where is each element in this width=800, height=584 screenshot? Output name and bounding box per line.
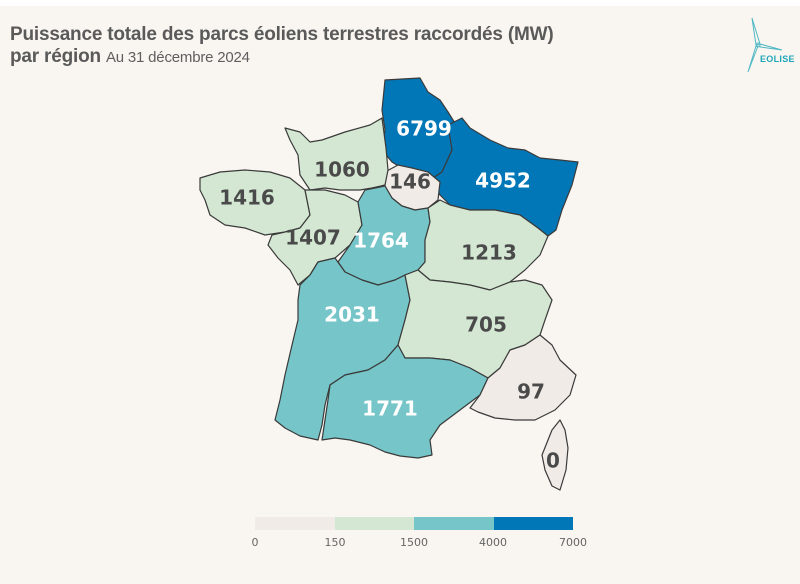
label-bourgogne-franche-comte: 1213 — [461, 241, 517, 265]
label-nouvelle-aquitaine: 2031 — [324, 303, 380, 327]
label-centre-val-de-loire: 1764 — [353, 229, 409, 253]
legend-swatch-150-1500 — [334, 517, 414, 530]
legend-swatch-0-150 — [255, 517, 335, 530]
label-grand-est: 4952 — [475, 169, 531, 193]
region-pays-de-la-loire[interactable] — [267, 189, 363, 286]
label-hauts-de-france: 6799 — [396, 117, 452, 141]
label-auvergne-rhone-alpes: 705 — [465, 313, 507, 337]
region-paca[interactable] — [469, 334, 577, 421]
label-ile-de-france: 146 — [389, 170, 431, 194]
subtitle-date: Au 31 décembre 2024 — [106, 49, 250, 66]
legend-tick-4000: 4000 — [479, 536, 507, 549]
brand-logo: EOLISE — [760, 54, 795, 64]
legend-tick-150: 150 — [324, 536, 346, 549]
legend-tick-0: 0 — [251, 536, 259, 549]
region-occitanie[interactable] — [321, 344, 489, 459]
legend-tick-7000: 7000 — [559, 536, 587, 549]
region-bourgogne-franche-comte[interactable] — [417, 199, 549, 291]
title-line-1: Puissance totale des parcs éoliens terre… — [10, 24, 554, 45]
title-region: par région — [10, 46, 101, 67]
label-pays-de-la-loire: 1407 — [285, 226, 341, 250]
label-occitanie: 1771 — [362, 397, 418, 421]
color-legend: 0 150 1500 4000 7000 — [251, 517, 588, 552]
label-normandie: 1060 — [314, 158, 370, 182]
legend-tick-1500: 1500 — [400, 536, 428, 549]
label-paca: 97 — [517, 380, 545, 404]
region-labels: 6799 4952 146 1060 1416 1407 1764 1213 2… — [219, 117, 560, 473]
wind-turbine-icon — [747, 17, 783, 73]
label-bretagne: 1416 — [219, 186, 275, 210]
label-corse: 0 — [546, 449, 560, 473]
legend-ticks: 0 150 1500 4000 7000 — [251, 536, 588, 552]
chart-title: Puissance totale des parcs éoliens terre… — [10, 24, 554, 69]
region-normandie[interactable] — [284, 117, 389, 191]
region-corse[interactable] — [541, 419, 569, 491]
title-line-2: par région Au 31 décembre 2024 — [10, 46, 553, 69]
legend-swatch-4000-7000 — [493, 517, 573, 530]
legend-color-bar — [255, 517, 573, 530]
legend-swatch-1500-4000 — [414, 517, 494, 530]
